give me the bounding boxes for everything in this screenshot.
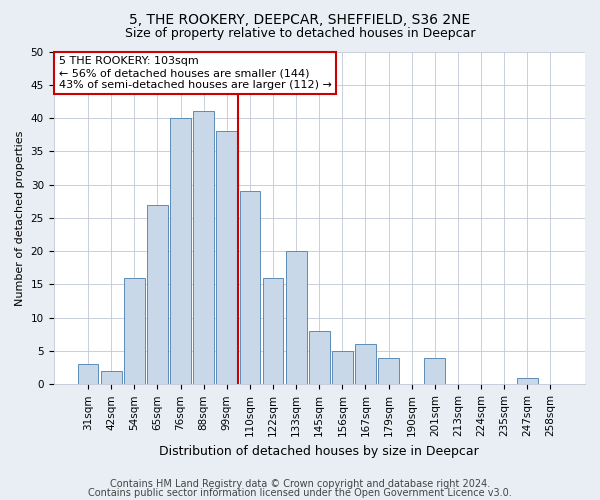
Bar [101, 371, 122, 384]
Bar [239, 192, 260, 384]
Bar [332, 351, 353, 384]
Text: 5, THE ROOKERY, DEEPCAR, SHEFFIELD, S36 2NE: 5, THE ROOKERY, DEEPCAR, SHEFFIELD, S36 … [130, 12, 470, 26]
Bar [77, 364, 98, 384]
Text: Size of property relative to detached houses in Deepcar: Size of property relative to detached ho… [125, 28, 475, 40]
X-axis label: Distribution of detached houses by size in Deepcar: Distribution of detached houses by size … [160, 444, 479, 458]
Bar [517, 378, 538, 384]
Bar [355, 344, 376, 385]
Bar [193, 112, 214, 384]
Bar [170, 118, 191, 384]
Bar [263, 278, 283, 384]
Text: 5 THE ROOKERY: 103sqm
← 56% of detached houses are smaller (144)
43% of semi-det: 5 THE ROOKERY: 103sqm ← 56% of detached … [59, 56, 332, 90]
Bar [309, 331, 329, 384]
Bar [378, 358, 399, 384]
Text: Contains public sector information licensed under the Open Government Licence v3: Contains public sector information licen… [88, 488, 512, 498]
Text: Contains HM Land Registry data © Crown copyright and database right 2024.: Contains HM Land Registry data © Crown c… [110, 479, 490, 489]
Bar [147, 204, 168, 384]
Bar [217, 132, 237, 384]
Y-axis label: Number of detached properties: Number of detached properties [15, 130, 25, 306]
Bar [124, 278, 145, 384]
Bar [424, 358, 445, 384]
Bar [286, 251, 307, 384]
